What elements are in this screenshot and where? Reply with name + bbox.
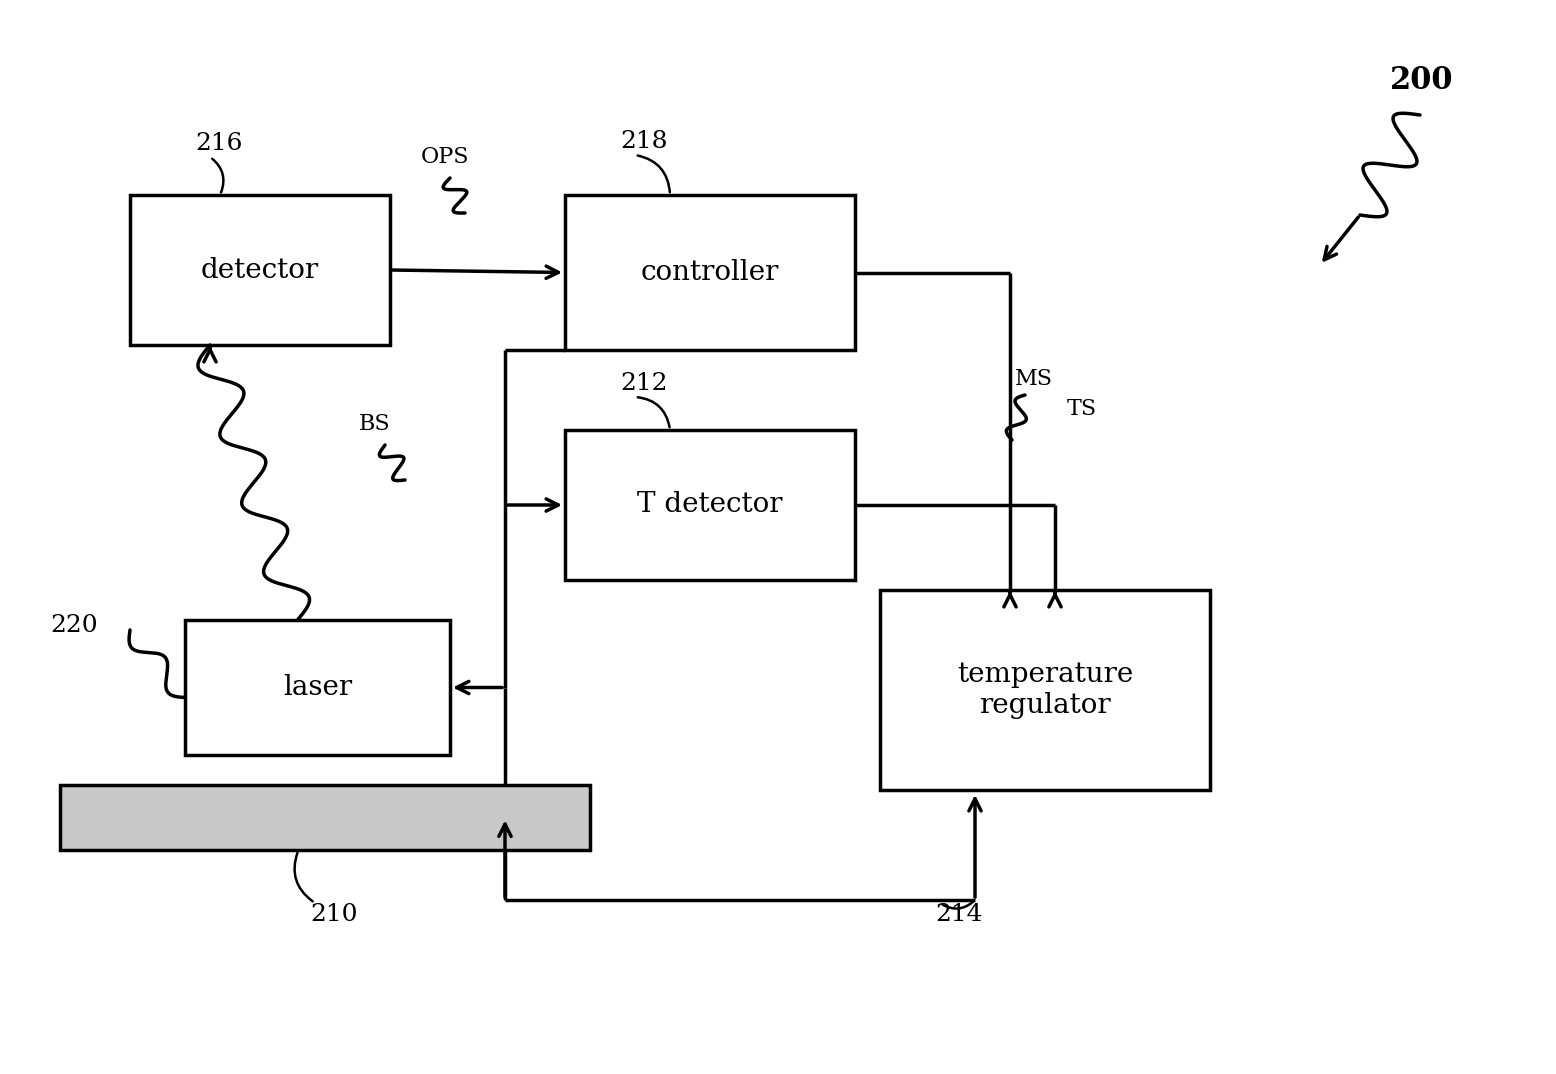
Text: temperature
regulator: temperature regulator xyxy=(957,661,1133,720)
Bar xyxy=(131,195,391,345)
Text: TS: TS xyxy=(1067,398,1097,420)
Text: 210: 210 xyxy=(310,903,358,926)
Text: 218: 218 xyxy=(619,130,668,153)
Text: detector: detector xyxy=(201,257,319,284)
Text: OPS: OPS xyxy=(420,146,470,168)
Text: 200: 200 xyxy=(1390,66,1453,96)
Bar xyxy=(565,195,854,350)
Text: 216: 216 xyxy=(194,132,243,155)
Text: MS: MS xyxy=(1015,368,1053,390)
Bar xyxy=(881,590,1211,790)
Bar xyxy=(185,620,450,755)
Text: 220: 220 xyxy=(50,613,98,637)
Bar xyxy=(565,430,854,580)
Text: 214: 214 xyxy=(935,903,982,926)
Text: laser: laser xyxy=(283,674,352,701)
Bar xyxy=(61,785,590,850)
Text: T detector: T detector xyxy=(638,492,783,519)
Text: controller: controller xyxy=(641,259,780,286)
Text: 212: 212 xyxy=(619,372,668,395)
Text: BS: BS xyxy=(359,413,391,435)
